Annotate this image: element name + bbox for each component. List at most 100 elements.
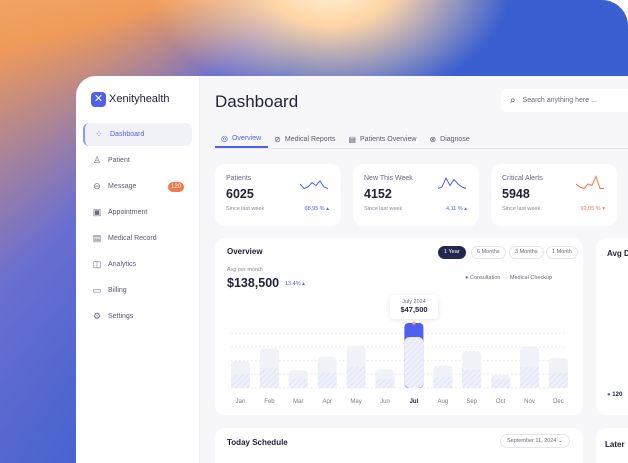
x-tick-label: Jun — [380, 399, 390, 405]
stat-since: Since last week — [502, 206, 541, 212]
chart-tooltip: July 2024 $47,500 — [390, 295, 438, 319]
tab-label: Medical Reports — [284, 135, 336, 143]
avg-card-legend-value: 120 — [612, 392, 623, 398]
stat-since: Since last week — [364, 206, 403, 212]
sidebar-item-medical-record[interactable]: ▤ Medical Record — [83, 227, 192, 250]
bar-oct-checkup[interactable] — [491, 379, 511, 388]
sidebar-item-label: Appointment — [108, 209, 148, 216]
app-window: ✕ Xenityhealth ⁘ Dashboard ♙ Patient ⊖ Messag… — [76, 76, 628, 463]
bar-jul-checkup[interactable] — [404, 337, 424, 388]
sidebar-item-settings[interactable]: ⚙ Settings — [83, 305, 192, 328]
bar-jan-checkup[interactable] — [231, 374, 250, 388]
avg-value: $138,500 — [227, 276, 280, 290]
document-icon: ▤ — [348, 134, 357, 144]
tab-bar: ◎ Overview ⊘ Medical Reports ▤ Patients Ove… — [215, 130, 628, 149]
avg-label: Avg per month — [227, 267, 263, 273]
bar-nov-checkup[interactable] — [520, 367, 539, 388]
tab-patients-overview[interactable]: ▤ Patients Overview — [342, 130, 423, 148]
stat-label: New This Week — [364, 175, 413, 182]
search-icon: ⌕ — [510, 95, 516, 106]
stat-card-patients: Patients 6025 Since last week 68,95 % ▴ — [215, 164, 341, 226]
sidebar-item-analytics[interactable]: ◫ Analytics — [83, 253, 192, 276]
bar-jun-checkup[interactable] — [375, 378, 395, 388]
chat-icon: ⊖ — [93, 181, 101, 191]
clipboard-icon: ▤ — [92, 233, 102, 243]
stat-card-new-this-week: New This Week 4152 Since last week 4,11 … — [353, 164, 479, 226]
pill-icon: ⊗ — [429, 134, 437, 144]
card-icon: ▭ — [92, 285, 102, 295]
stat-label: Patients — [226, 175, 252, 182]
sidebar-item-label: Message — [108, 183, 137, 190]
tab-label: Diagnose — [440, 135, 470, 143]
stat-label: Critical Alerts — [502, 175, 543, 182]
bar-dec-checkup[interactable] — [548, 373, 568, 388]
tooltip-value: $47,500 — [400, 305, 428, 314]
stat-change-value: 4,11 % — [445, 206, 463, 212]
legend-checkup: Medical Checkup — [509, 275, 553, 281]
search-placeholder: Search anything here ... — [522, 97, 597, 104]
tab-diagnose[interactable]: ⊗ Diagnose — [423, 130, 476, 148]
stat-change: 68,95 % ▴ — [304, 206, 329, 212]
chevron-down-icon: ⌄ — [557, 438, 563, 444]
sidebar-item-patient[interactable]: ♙ Patient — [83, 149, 192, 172]
x-tick-label: May — [350, 399, 361, 405]
page-title: Dashboard — [215, 92, 299, 111]
range-1-year[interactable]: 1 Year — [438, 246, 466, 259]
bar-feb-checkup[interactable] — [259, 368, 279, 388]
search-input[interactable]: ⌕ Search anything here ... — [501, 89, 628, 112]
avg-card-legend: ● 120 — [607, 392, 622, 398]
tab-overview[interactable]: ◎ Overview — [215, 130, 269, 148]
sidebar-item-dashboard[interactable]: ⁘ Dashboard — [83, 123, 192, 146]
stat-change-value: 68,95 % — [304, 206, 325, 212]
sidebar: ✕ Xenityhealth ⁘ Dashboard ♙ Patient ⊖ Messag… — [76, 76, 200, 463]
schedule-date-picker[interactable]: September 11, 2024 ⌄ — [500, 434, 570, 448]
tab-medical-reports[interactable]: ⊘ Medical Reports — [268, 130, 342, 148]
range-1-month[interactable]: 1 Month — [546, 246, 578, 259]
x-tick-label: Sep — [466, 399, 477, 405]
tab-label: Overview — [231, 134, 262, 142]
schedule-title: Today Schedule — [227, 438, 288, 447]
sidebar-item-appointment[interactable]: ▣ Appointment — [83, 201, 192, 224]
bar-aug-checkup[interactable] — [433, 376, 453, 388]
range-3-months[interactable]: 3 Months — [509, 246, 544, 259]
tooltip-title: July 2024 — [402, 299, 426, 305]
sparkline — [576, 175, 604, 190]
sidebar-item-label: Billing — [108, 287, 127, 294]
bar-apr-checkup[interactable] — [317, 372, 337, 388]
gear-icon: ⚙ — [92, 311, 102, 321]
x-tick-label: Jan — [236, 399, 246, 405]
bar-may-checkup[interactable] — [346, 366, 366, 388]
stat-value: 5948 — [502, 187, 530, 201]
check-circle-icon: ⊘ — [274, 134, 281, 144]
sparkline — [300, 180, 329, 190]
sidebar-item-label: Patient — [108, 157, 130, 164]
later-card-title: Later — [605, 440, 625, 449]
overview-title: Overview — [227, 247, 263, 256]
overview-icon: ◎ — [221, 133, 228, 143]
calendar-icon: ▣ — [92, 207, 102, 217]
tab-label: Patients Overview — [360, 135, 417, 143]
avg-card-title: Avg D — [607, 249, 628, 258]
sidebar-item-billing[interactable]: ▭ Billing — [83, 279, 192, 302]
logo-icon: ✕ — [91, 92, 106, 107]
x-tick-label: Feb — [264, 399, 275, 405]
range-6-months[interactable]: 6 Months — [471, 246, 506, 259]
x-tick-label: Nov — [524, 399, 535, 405]
stat-value: 4152 — [364, 187, 392, 201]
stat-card-critical-alerts: Critical Alerts 5948 Since last week 92,… — [491, 164, 617, 226]
bar-sep-checkup[interactable] — [462, 369, 482, 388]
overview-card: Overview 1 Year 6 Months 3 Months 1 Mont… — [215, 238, 583, 415]
bar-mar-checkup[interactable] — [288, 379, 308, 388]
message-count-badge: 120 — [167, 181, 184, 192]
stat-value: 6025 — [226, 187, 254, 201]
x-tick-label: Apr — [323, 399, 332, 405]
user-icon: ♙ — [92, 155, 102, 165]
later-card: Later — [596, 428, 628, 463]
avg-change-value: 13.4% — [285, 281, 301, 287]
stat-change-value: 92,05 % — [580, 206, 601, 212]
x-tick-label: Jul — [410, 399, 419, 405]
legend-consultation: Consultation — [469, 275, 501, 281]
stat-since: Since last week — [226, 206, 265, 212]
schedule-date: September 11, 2024 — [507, 438, 557, 444]
sidebar-item-message[interactable]: ⊖ Message 120 — [83, 175, 192, 198]
